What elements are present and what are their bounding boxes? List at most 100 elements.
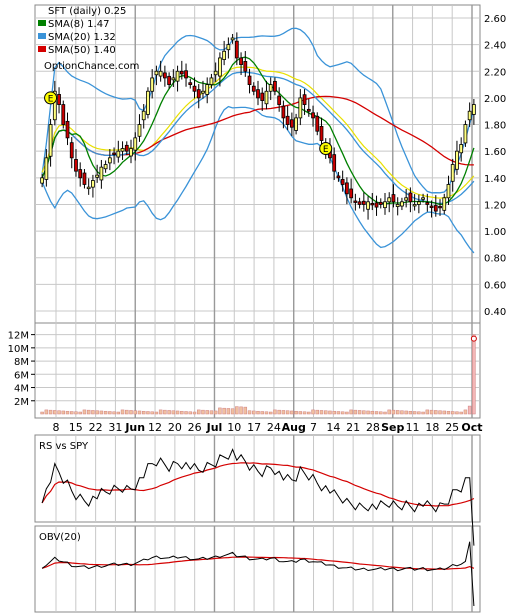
candle-body <box>315 115 320 132</box>
volume-bar <box>201 409 205 415</box>
volume-bar <box>366 410 370 415</box>
candle-body <box>40 177 44 184</box>
candle-body <box>361 200 366 205</box>
legend-sma50: SMA(50) 1.40 <box>48 45 116 56</box>
volume-bar <box>57 410 61 415</box>
price-tick-label: 0.60 <box>484 280 506 291</box>
volume-bar <box>103 410 108 415</box>
volume-bar <box>281 410 286 415</box>
candle-body <box>167 75 171 85</box>
volume-bar <box>467 405 472 415</box>
volume-bar <box>345 411 349 415</box>
volume-bar <box>379 411 383 415</box>
x-tick-label: 26 <box>188 421 202 434</box>
x-tick-label: 21 <box>346 421 360 434</box>
candle-body <box>391 194 396 203</box>
volume-bar <box>362 410 366 415</box>
earnings-marker-label: E <box>48 94 54 104</box>
candle-body <box>184 70 188 79</box>
volume-tick-label: 6M <box>14 370 29 381</box>
volume-bar <box>171 410 176 415</box>
candle-body <box>442 197 447 211</box>
volume-bar <box>260 411 264 415</box>
candle-body <box>345 182 349 195</box>
volume-tick-label: 8M <box>14 357 29 368</box>
volume-bar <box>370 410 375 415</box>
volume-bar <box>86 409 91 415</box>
candle-body <box>336 175 341 179</box>
candle-body <box>209 77 214 85</box>
volume-bar <box>154 411 159 415</box>
volume-bar <box>197 409 201 415</box>
volume-bar <box>374 411 379 415</box>
volume-bar <box>44 409 49 415</box>
x-tick-label: 10 <box>227 421 241 434</box>
legend-swatch-sma20 <box>38 33 46 39</box>
volume-bar <box>268 411 273 415</box>
volume-bar <box>455 411 459 415</box>
volume-bar <box>239 406 243 415</box>
bollinger-upper <box>41 27 475 194</box>
earnings-marker-label: E <box>323 145 329 155</box>
volume-tick-label: 12M <box>8 331 29 342</box>
volume-bar <box>222 407 226 415</box>
candle-body <box>99 166 104 181</box>
candle-body <box>472 104 476 115</box>
volume-bar <box>256 410 260 415</box>
indicator-lines <box>41 448 475 607</box>
candle-body <box>82 172 87 185</box>
candle-body <box>251 85 256 92</box>
candle-body <box>116 150 121 158</box>
volume-panel <box>34 322 481 419</box>
candle-body <box>446 184 451 199</box>
candle-body <box>425 202 430 205</box>
candle-body <box>129 148 133 157</box>
candle-body <box>137 124 142 137</box>
x-tick-label: Jun <box>124 421 145 434</box>
volume-bar <box>133 410 137 415</box>
price-panel <box>34 4 481 324</box>
volume-bar <box>150 411 154 415</box>
volume-bar <box>298 411 303 415</box>
candle-body <box>366 201 370 210</box>
candle-body <box>171 77 176 81</box>
candle-body <box>387 197 392 203</box>
price-tick-label: 2.60 <box>484 14 506 25</box>
x-axis-ticks: 8 15 22 31 Jun 12 20 26 Jul 10 17 24 Aug 7 14 21 28 Sep 11… <box>53 421 483 434</box>
candle-body <box>78 169 83 179</box>
volume-bar <box>328 410 332 415</box>
gridlines <box>35 5 480 612</box>
candle-body <box>107 157 112 164</box>
volume-bar <box>243 406 248 415</box>
volume-bar <box>82 409 87 415</box>
earnings-markers: EE <box>44 91 333 156</box>
price-tick-label: 1.80 <box>484 121 506 132</box>
earnings-marker <box>319 142 333 156</box>
volume-bar <box>472 334 476 415</box>
candle-body <box>306 108 311 112</box>
volume-bar <box>404 410 408 415</box>
candle-body <box>196 89 201 99</box>
x-tick-label: Aug <box>282 421 306 434</box>
candle-body <box>277 95 282 105</box>
candle-body <box>260 92 265 101</box>
candle-body <box>218 57 222 77</box>
volume-tick-label: 4M <box>14 384 29 395</box>
volume-bar <box>391 409 396 415</box>
volume-bar <box>226 408 231 415</box>
price-tick-label: 1.60 <box>484 147 506 158</box>
volume-bar <box>91 410 95 415</box>
volume-bar <box>336 411 341 415</box>
candle-body <box>74 159 78 172</box>
x-tick-label: 14 <box>326 421 340 434</box>
obv-line <box>41 541 475 607</box>
volume-bar <box>137 410 142 415</box>
volume-bar <box>285 410 290 415</box>
candle-body <box>395 204 400 207</box>
candle-body <box>450 164 455 182</box>
x-tick-label: Jul <box>206 421 223 434</box>
candle-body <box>349 188 354 199</box>
chart-title: SFT (daily) 0.25 <box>48 6 126 17</box>
rs-panel <box>34 434 481 523</box>
